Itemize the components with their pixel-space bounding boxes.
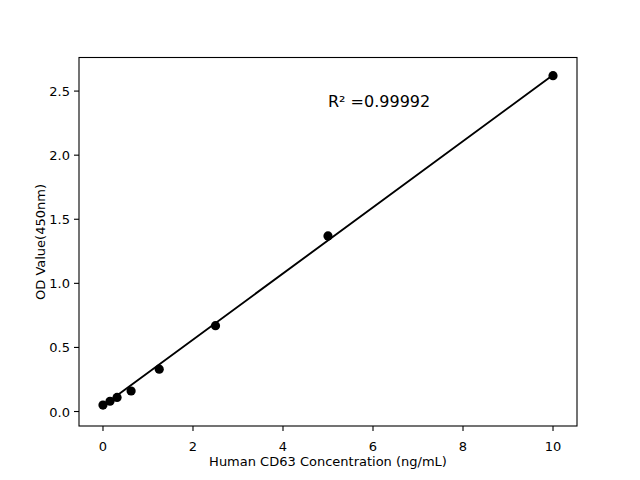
x-tick-label: 6: [369, 440, 377, 453]
data-point-marker: [211, 321, 220, 330]
standard-curve-figure: OD Value(450nm) Human CD63 Concentration…: [0, 0, 640, 480]
y-tick-label: 0.5: [49, 341, 70, 354]
data-point-marker: [127, 386, 136, 395]
y-tick-label: 1.0: [49, 277, 70, 290]
y-axis-label: OD Value(450nm): [33, 184, 48, 300]
x-tick-label: 10: [545, 440, 562, 453]
x-tick-label: 2: [189, 440, 197, 453]
y-tick-label: 0.0: [49, 405, 70, 418]
y-tick-label: 1.5: [49, 213, 70, 226]
x-tick-label: 8: [459, 440, 467, 453]
y-tick-label: 2.5: [49, 85, 70, 98]
data-point-marker: [548, 71, 557, 80]
x-tick-label: 0: [99, 440, 107, 453]
plot-canvas: [0, 0, 640, 480]
data-point-marker: [112, 393, 121, 402]
x-axis-label: Human CD63 Concentration (ng/mL): [209, 454, 447, 469]
y-tick-label: 2.0: [49, 149, 70, 162]
x-tick-label: 4: [279, 440, 287, 453]
data-point-marker: [155, 365, 164, 374]
data-point-marker: [323, 231, 332, 240]
r-squared-annotation: R² =0.99992: [328, 92, 430, 111]
